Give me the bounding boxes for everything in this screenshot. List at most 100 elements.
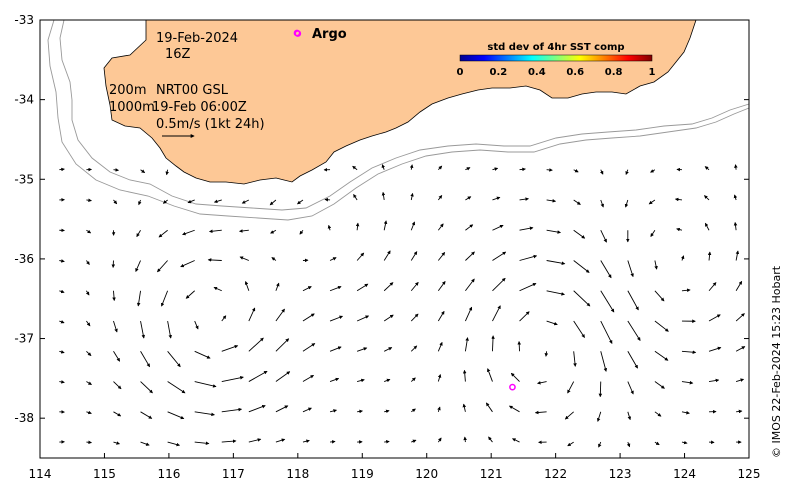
current-arrow	[239, 256, 250, 261]
current-arrow	[136, 230, 141, 238]
current-arrow	[329, 409, 338, 413]
current-arrow	[708, 314, 721, 322]
current-arrow	[162, 199, 168, 204]
current-arrow	[492, 224, 504, 231]
lon-tick-label: 116	[157, 467, 180, 481]
current-arrow	[735, 378, 745, 382]
current-arrow	[213, 286, 222, 292]
current-arrow	[681, 440, 688, 445]
current-arrow	[248, 370, 268, 382]
isobath-200m	[59, 19, 750, 211]
current-arrow	[167, 351, 181, 368]
plot-frame	[39, 19, 750, 459]
current-arrow	[140, 381, 153, 394]
current-arrow	[681, 350, 697, 354]
current-arrow	[465, 278, 475, 292]
current-arrow	[135, 260, 141, 272]
current-arrow	[113, 381, 122, 390]
current-arrow	[182, 229, 195, 236]
current-arrow	[113, 441, 121, 445]
current-arrow	[600, 290, 615, 313]
current-time-label: 19-Feb 06:00Z	[152, 100, 247, 115]
current-arrow	[437, 310, 445, 322]
current-arrow	[410, 251, 418, 261]
current-arrow	[564, 411, 574, 420]
lon-tick-label: 115	[93, 467, 116, 481]
colorbar-tick-label: 0.4	[528, 67, 546, 78]
current-arrow	[600, 260, 612, 279]
current-arrow	[329, 346, 342, 352]
current-arrow	[86, 320, 91, 327]
current-arrow	[546, 229, 562, 234]
current-arrow	[356, 315, 370, 322]
current-arrow	[437, 223, 444, 231]
colorbar-ticks: 0 0.2 0.4 0.6 0.8 1	[457, 67, 656, 78]
current-arrow	[519, 254, 538, 261]
current-arrow	[352, 165, 358, 171]
lon-tick-label: 125	[738, 467, 761, 481]
current-arrow	[59, 289, 65, 294]
current-arrow	[708, 282, 717, 292]
current-arrow	[194, 320, 199, 330]
current-arrow	[707, 251, 712, 261]
isobath-1000m-label: 1000m	[109, 100, 155, 115]
current-arrow	[491, 335, 495, 352]
current-arrow	[269, 199, 277, 206]
current-arrow	[486, 368, 493, 382]
current-arrow	[383, 314, 394, 322]
current-arrow	[567, 381, 575, 394]
current-arrow	[180, 260, 195, 268]
current-arrow	[735, 313, 745, 322]
lon-tick-label: 124	[673, 467, 696, 481]
current-arrow	[650, 169, 656, 173]
current-arrow	[86, 381, 92, 386]
current-arrow	[573, 260, 590, 273]
current-arrow	[410, 313, 419, 322]
lat-tick-label: -38	[14, 411, 34, 425]
current-arrow	[654, 381, 665, 389]
colorbar-tick-label: 0.8	[605, 67, 623, 78]
latitude-axis: -33 -34 -35 -36 -37 -38	[14, 13, 749, 425]
current-arrow	[213, 199, 222, 204]
current-arrow	[221, 407, 243, 413]
current-arrow	[654, 320, 669, 332]
current-arrow	[600, 199, 604, 208]
current-arrow	[674, 197, 683, 202]
current-arrow	[59, 167, 65, 172]
current-arrow	[735, 250, 740, 261]
current-arrow	[329, 377, 340, 382]
current-arrow	[492, 196, 501, 201]
current-arrow	[112, 290, 116, 302]
current-arrow	[627, 381, 634, 395]
current-arrow	[221, 439, 237, 443]
current-arrow	[624, 199, 629, 208]
longitude-axis: 114 115 116 117 118 119 120 121 122 123 124 125	[29, 453, 761, 481]
current-arrow	[627, 351, 638, 369]
current-arrow	[327, 224, 332, 231]
current-arrow	[627, 320, 641, 341]
current-arrow	[654, 350, 669, 361]
current-arrow	[302, 439, 310, 443]
current-arrow	[353, 193, 358, 201]
current-arrow	[492, 305, 501, 322]
current-arrow	[411, 439, 417, 444]
current-arrow	[410, 192, 414, 201]
current-arrow	[410, 377, 416, 382]
current-arrow	[187, 199, 195, 204]
current-arrow	[239, 229, 249, 233]
current-arrow	[485, 402, 493, 413]
lon-tick-label: 120	[415, 467, 438, 481]
current-arrow	[681, 410, 690, 415]
current-arrow	[383, 347, 393, 352]
current-arrow	[357, 409, 363, 414]
current-arrow	[113, 320, 118, 333]
current-arrow	[357, 378, 365, 383]
current-arrow	[519, 226, 534, 231]
current-arrow	[733, 221, 738, 231]
current-arrow	[735, 346, 746, 352]
current-arrow	[302, 374, 315, 382]
current-arrow	[329, 315, 344, 322]
lat-tick-label: -35	[14, 172, 34, 186]
current-arrow	[437, 280, 446, 292]
current-arrow	[329, 257, 337, 261]
